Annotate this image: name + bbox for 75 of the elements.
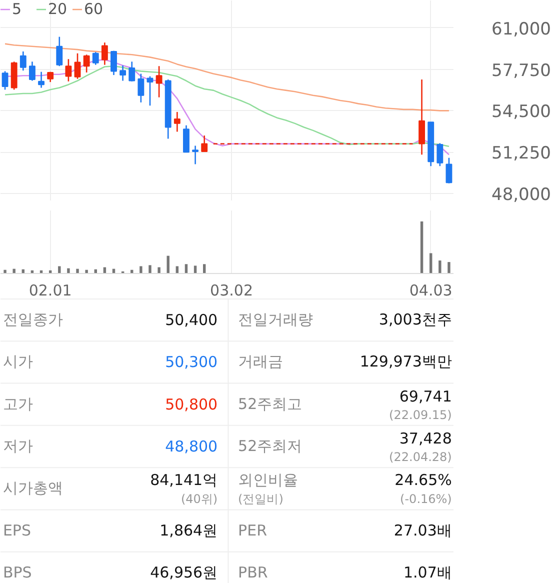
category-label: 저가 — [2, 437, 33, 455]
candlestick — [183, 124, 190, 153]
bar — [158, 267, 160, 274]
text: 3,003천주 — [378, 310, 452, 329]
category-label: 52주최저 — [238, 437, 302, 455]
candlestick — [20, 50, 26, 72]
legend-label: 60 — [84, 0, 104, 18]
category-label: 외인비율 (전일비) — [238, 471, 298, 506]
y-tick-label: 57,750 — [492, 60, 551, 81]
candlestick — [174, 111, 180, 132]
candlestick — [192, 145, 199, 165]
text: 84,141억 (40위) — [150, 471, 218, 506]
category-label: 전일종가 — [2, 310, 63, 329]
candlestick — [128, 60, 136, 82]
x-tick-label: 02.01 — [28, 282, 72, 300]
text: 1.07배 — [403, 563, 452, 582]
candlestick — [65, 58, 72, 82]
bar — [76, 268, 79, 274]
text: 1,864원 — [160, 521, 218, 540]
category-label: PER — [238, 521, 268, 540]
line-series — [4, 43, 450, 112]
candlestick — [110, 50, 117, 76]
category-label: 전일거래량 — [238, 310, 314, 329]
category-label: EPS — [2, 521, 32, 540]
text: 27.03배 — [394, 521, 452, 540]
candlestick — [92, 51, 99, 66]
text: 50,300 — [165, 353, 218, 372]
y-tick-label: 54,500 — [492, 102, 551, 122]
candlestick — [138, 73, 144, 104]
candlestick — [418, 78, 426, 156]
bar — [438, 260, 442, 274]
bar — [429, 253, 432, 274]
category-label: 52주최고 — [238, 394, 302, 413]
bar — [148, 265, 152, 274]
category-label: 고가 — [2, 394, 33, 413]
category-label: 거래금 — [238, 352, 284, 371]
text: 50,800 — [165, 395, 218, 414]
text: 37,428 (22.04.28) — [389, 430, 452, 464]
text: 46,956원 — [150, 563, 218, 582]
bar — [4, 270, 6, 274]
candlestick — [83, 54, 90, 74]
bar — [67, 268, 70, 274]
y-tick-label: 48,000 — [492, 184, 551, 205]
legend-label: 20 — [48, 0, 68, 18]
category-label: 시가총액 — [2, 479, 63, 498]
y-tick-label: 61,000 — [492, 19, 551, 40]
candlestick — [201, 134, 208, 152]
bar — [420, 221, 424, 274]
candlestick — [120, 64, 126, 82]
bar — [85, 270, 88, 274]
candlestick — [38, 71, 44, 88]
candlestick — [28, 60, 36, 82]
legend-label: 5 — [12, 0, 23, 18]
text: 129,973백만 — [360, 352, 452, 371]
category-label: BPS — [2, 563, 32, 582]
y-tick-label: 51,250 — [492, 144, 551, 164]
candlestick — [436, 142, 444, 167]
bar — [12, 268, 16, 274]
text: 50,400 — [165, 311, 218, 330]
bar — [140, 266, 142, 274]
candlestick — [156, 65, 162, 98]
candlestick — [2, 70, 8, 90]
text: 24.65% (-0.16%) — [394, 471, 452, 506]
bar — [448, 262, 450, 274]
candlestick — [74, 52, 81, 80]
category-label: PBR — [238, 563, 268, 582]
candlestick — [446, 157, 452, 184]
x-tick-label: 04.03 — [409, 282, 452, 300]
x-tick-label: 03.02 — [210, 282, 254, 300]
category-label: 시가 — [2, 352, 33, 371]
candlestick — [101, 42, 108, 66]
text: 48,800 — [165, 438, 218, 456]
text: 69,741 (22.09.15) — [389, 387, 452, 422]
candlestick — [56, 36, 63, 67]
candlestick — [146, 76, 154, 106]
